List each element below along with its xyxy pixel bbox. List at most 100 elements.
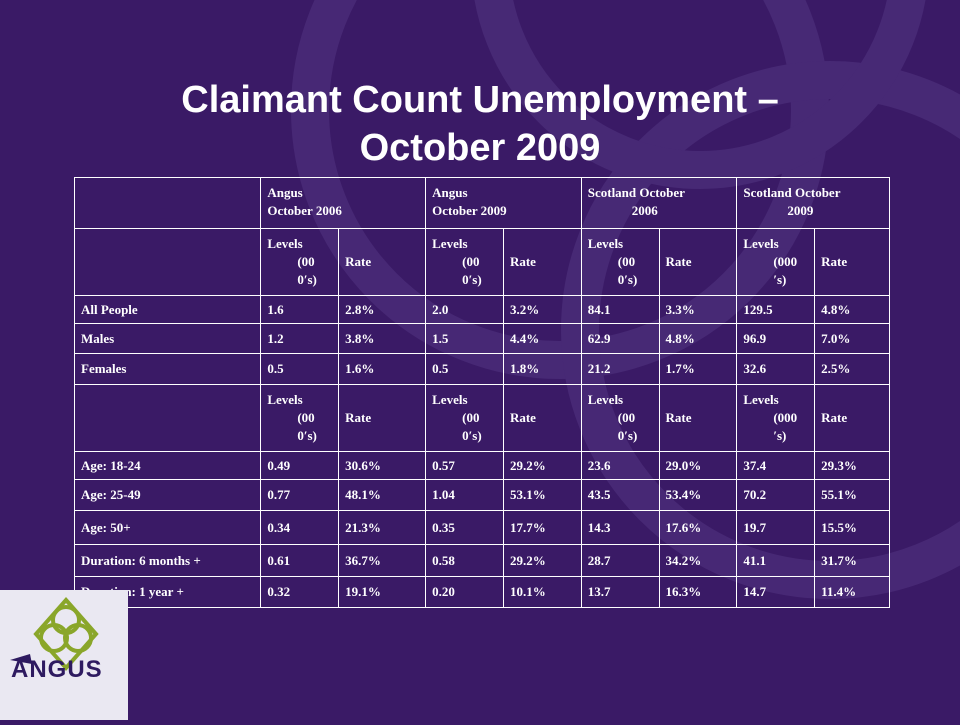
level-cell: 37.4 [736,451,816,480]
rate-header: Rate [502,384,582,452]
rate-cell: 2.5% [814,353,890,385]
rate-cell: 11.4% [814,576,890,608]
rate-cell: 17.7% [502,510,582,545]
level-cell: 0.32 [260,576,340,608]
row-label: Age: 18-24 [73,451,262,480]
table-row: Females 0.5 1.6% 0.5 1.8% 21.2 1.7% 32.6 2.5% [73,353,890,385]
level-cell: 1.04 [425,479,504,511]
rate-cell: 4.8% [814,295,890,324]
level-cell: 1.2 [260,323,340,354]
level-cell: 84.1 [580,295,660,324]
rate-header: Rate [814,384,890,452]
rate-header: Rate [338,384,427,452]
level-cell: 96.9 [736,323,816,354]
column-group-header: Scotland October 2009 [736,177,890,229]
header-line: (00 [297,254,315,269]
level-cell: 0.77 [260,479,340,511]
header-line: 0′s) [297,428,317,443]
header-line: (00 [297,410,315,425]
rate-cell: 3.8% [338,323,427,354]
row-label: Females [73,353,262,385]
rate-cell: 29.0% [658,451,738,480]
rate-cell: 36.7% [338,544,427,577]
level-cell: 0.5 [425,353,504,385]
rate-cell: 4.8% [658,323,738,354]
header-line: Levels [743,392,779,407]
header-line: Levels [267,236,303,251]
level-cell: 129.5 [736,295,816,324]
table-row: Duration: 1 year +0.32 19.1% 0.20 10.1% 13.7… [73,576,890,608]
rate-cell: 21.3% [338,510,427,545]
rate-header: Rate [502,228,582,296]
header-line: Angus [432,185,468,200]
column-group-header: Angus October 2009 [425,177,582,229]
level-cell: 0.57 [425,451,504,480]
header-line: (000 [773,410,798,425]
row-label: Age: 25-49 [73,479,262,511]
rate-cell: 1.8% [502,353,582,385]
rate-cell: 17.6% [658,510,738,545]
header-line: (00 [617,254,636,269]
header-line: 2006 [631,203,658,218]
header-line: 0′s) [297,272,317,287]
rate-header: Rate [338,228,427,296]
row-label: Males [73,323,262,354]
title-line-2: October 2009 [359,127,601,169]
header-line: 0′s) [462,272,482,287]
level-cell: 70.2 [736,479,816,511]
rate-header: Rate [814,228,890,296]
empty-label-cell [73,228,262,296]
rate-cell: 55.1% [814,479,890,511]
rate-cell: 29.2% [502,544,582,577]
header-line: ′s) [773,272,787,287]
level-cell: 0.5 [260,353,340,385]
header-line: Levels [587,236,624,251]
level-cell: 0.35 [425,510,504,545]
level-cell: 21.2 [580,353,660,385]
level-cell: 0.20 [425,576,504,608]
level-cell: 2.0 [425,295,504,324]
rate-cell: 10.1% [502,576,582,608]
rate-cell: 3.2% [502,295,582,324]
table-row: Age: 50+ 0.34 21.3% 0.35 17.7% 14.3 17.6% 19.7 1… [73,510,890,545]
level-cell: 41.1 [736,544,816,577]
header-line: October 2009 [432,203,507,218]
levels-header: Levels (00 0′s) [580,228,660,296]
logo-wordmark: ANGUS [11,656,103,683]
rate-header: Rate [658,228,738,296]
levels-header: Levels(000′s) [736,384,816,452]
header-line: 0′s) [617,428,638,443]
rate-cell: 4.4% [502,323,582,354]
header-line: Scotland October [743,185,841,200]
header-line: Angus [267,185,303,200]
level-cell: 32.6 [736,353,816,385]
table-row: All People 1.6 2.8% 2.0 3.2% 84.1 3.3% 129.5 4.8… [73,295,890,324]
levels-rate-row: Levels (00 0′s) Rate Levels (00 0′s) Rate Levels… [73,228,890,296]
header-line: October 2006 [267,203,342,218]
level-cell: 0.49 [260,451,340,480]
rate-cell: 30.6% [338,451,427,480]
level-cell: 23.6 [580,451,660,480]
table-row: Age: 18-24 0.49 30.6% 0.57 29.2% 23.6 29.0% 37.… [73,451,890,480]
rate-cell: 1.7% [658,353,738,385]
table-header-row: Angus October 2006 Angus October 2009 Scotla… [73,177,890,229]
levels-header: Levels (00 0′s) [260,228,340,296]
row-label: All People [73,295,262,324]
header-line: Levels [432,236,468,251]
level-cell: 28.7 [580,544,660,577]
rate-cell: 19.1% [338,576,427,608]
rate-cell: 29.2% [502,451,582,480]
row-label: Age: 50+ [73,510,262,545]
rate-cell: 16.3% [658,576,738,608]
rate-header: Rate [658,384,738,452]
column-group-header: Angus October 2006 [260,177,427,229]
levels-header: Levels(000′s) [736,228,816,296]
header-line: Scotland October [587,185,685,200]
header-line: 0′s) [617,272,638,287]
rate-cell: 31.7% [814,544,890,577]
corner-cell [73,177,262,229]
level-cell: 19.7 [736,510,816,545]
